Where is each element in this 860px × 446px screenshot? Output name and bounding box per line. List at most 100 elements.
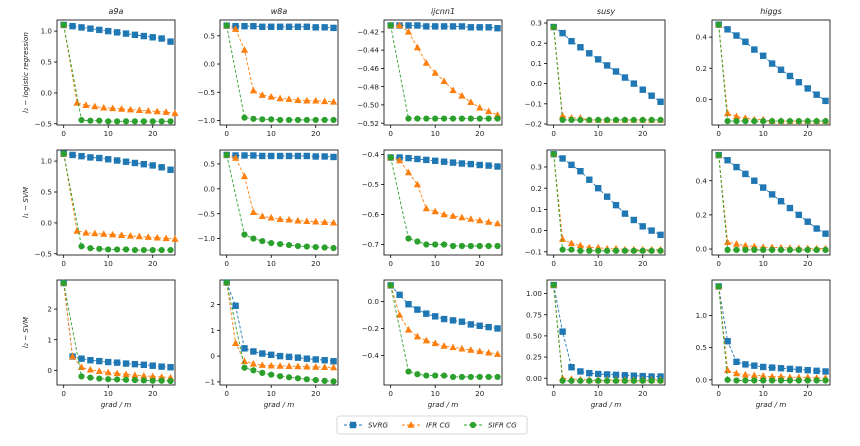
data-point — [122, 158, 130, 165]
data-point — [321, 363, 329, 370]
data-point — [550, 281, 557, 289]
x-tick-label: 10 — [594, 129, 604, 138]
data-point — [604, 116, 611, 124]
data-point — [131, 371, 139, 379]
data-point — [769, 118, 776, 125]
data-point — [476, 24, 483, 31]
data-point — [223, 151, 230, 159]
y-tick-label: −0.4 — [362, 351, 380, 360]
data-point — [612, 371, 620, 379]
data-point — [724, 246, 731, 253]
data-point — [441, 372, 448, 379]
legend-item-ifr-cg: IFR CG — [402, 421, 451, 430]
data-point — [167, 246, 174, 254]
data-point — [485, 218, 493, 225]
data-point — [140, 118, 147, 125]
data-point — [813, 118, 820, 125]
data-point — [231, 154, 240, 161]
x-tick-label: 10 — [431, 129, 441, 138]
data-point — [69, 22, 76, 30]
data-point — [441, 115, 448, 122]
x-tick-label: 10 — [594, 389, 604, 398]
data-point — [330, 358, 337, 365]
y-tick-label: 0.2 — [696, 210, 707, 219]
y-tick-label: 2 — [210, 300, 215, 309]
x-tick-label: 0 — [551, 129, 556, 138]
data-point — [144, 106, 152, 114]
data-point — [250, 235, 257, 242]
x-tick-label: 20 — [148, 129, 158, 138]
data-point — [822, 368, 829, 375]
subplot-r3-c1: 0 10 20 0 1 2 l₂ − SVM grad / m — [21, 279, 176, 409]
data-point — [330, 153, 337, 161]
data-point — [96, 154, 103, 162]
data-point — [804, 366, 811, 374]
y-tick-label: 0.3 — [531, 19, 542, 28]
legend-marker — [349, 421, 357, 429]
data-point — [612, 247, 620, 254]
data-point — [268, 116, 275, 123]
data-point — [312, 96, 320, 104]
data-point — [294, 152, 302, 160]
data-point — [586, 116, 593, 124]
y-tick-label: 1.0 — [41, 27, 53, 36]
data-point — [476, 103, 484, 111]
data-point — [604, 247, 611, 254]
data-point — [777, 365, 785, 372]
data-point — [329, 363, 338, 371]
data-point — [786, 377, 794, 384]
data-point — [78, 373, 85, 380]
data-point — [330, 244, 337, 252]
data-point — [109, 104, 117, 112]
data-point — [285, 241, 293, 249]
data-point — [786, 72, 794, 80]
y-tick-label: 0.0 — [41, 88, 53, 97]
data-point — [303, 217, 311, 224]
data-point — [742, 361, 749, 368]
data-point — [276, 94, 284, 102]
data-point — [149, 118, 156, 125]
data-point — [822, 118, 829, 125]
axes-frame — [56, 279, 176, 386]
x-tick-label: 20 — [475, 129, 485, 138]
data-point — [294, 23, 302, 30]
data-point — [303, 355, 311, 362]
axes-frame — [219, 149, 339, 256]
data-point — [449, 115, 457, 122]
data-point — [258, 361, 266, 368]
series-sifr-cg — [60, 150, 174, 254]
data-point — [404, 28, 413, 35]
data-point — [330, 116, 337, 124]
data-point — [621, 377, 629, 384]
data-point — [285, 362, 293, 369]
y-tick-label: 0.5 — [41, 58, 52, 67]
y-tick-label: −0.5 — [362, 180, 379, 189]
data-point — [105, 246, 112, 253]
data-point — [249, 86, 257, 94]
data-point — [122, 376, 130, 383]
data-point — [78, 152, 85, 160]
data-point — [733, 246, 740, 253]
data-point — [250, 367, 257, 374]
series-sifr-cg — [715, 21, 829, 125]
data-point — [131, 31, 139, 39]
data-point — [715, 283, 722, 290]
data-point — [312, 363, 320, 370]
data-point — [559, 116, 566, 124]
data-point — [131, 118, 139, 125]
data-point — [259, 116, 266, 123]
subplot-r1-c2: 0 10 20 −1.0 −0.5 0.0 0.5 w8a — [198, 7, 339, 138]
data-point — [312, 116, 319, 124]
data-point — [795, 377, 802, 384]
data-point — [559, 377, 566, 384]
data-point — [149, 377, 156, 384]
x-tick-label: 20 — [311, 389, 321, 398]
data-point — [485, 24, 492, 31]
data-point — [595, 377, 602, 384]
data-point — [576, 241, 584, 249]
data-point — [586, 377, 593, 384]
y-tick-label: −0.48 — [357, 82, 379, 91]
data-point — [724, 376, 731, 383]
data-point — [268, 239, 275, 247]
data-point — [485, 162, 492, 169]
